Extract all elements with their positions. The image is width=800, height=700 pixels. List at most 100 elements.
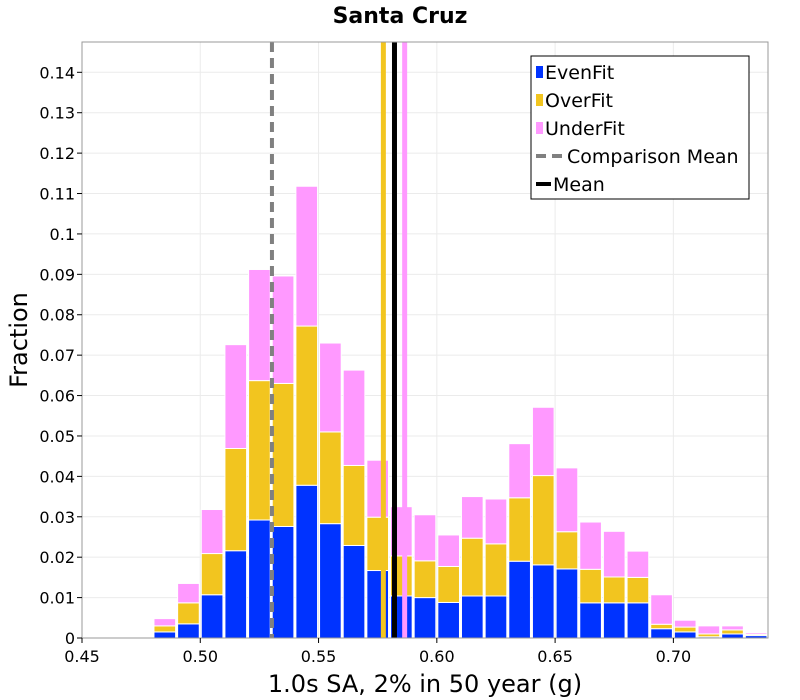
y-tick-label: 0.07 bbox=[39, 346, 75, 365]
bar-evenfit bbox=[579, 602, 602, 639]
plot-frame bbox=[81, 41, 769, 639]
y-tick-label: 0.12 bbox=[39, 144, 75, 163]
x-axis-ticks: 0.45 0.50 0.55 0.60 0.65 0.70 bbox=[64, 638, 691, 666]
bar-overfit bbox=[319, 431, 342, 525]
bar-overfit bbox=[602, 576, 626, 604]
bar-evenfit bbox=[555, 568, 579, 639]
y-tick-label: 0.14 bbox=[39, 63, 75, 82]
bar-overfit bbox=[271, 382, 295, 527]
legend-swatch-underfit bbox=[536, 122, 543, 134]
bar-underfit bbox=[224, 344, 248, 449]
bar-overfit bbox=[673, 626, 697, 633]
bar-underfit bbox=[248, 268, 271, 382]
bar-underfit bbox=[626, 550, 650, 578]
bar-underfit bbox=[673, 619, 697, 628]
bar-evenfit bbox=[248, 519, 271, 639]
bar-underfit bbox=[295, 185, 319, 327]
bar-evenfit bbox=[626, 602, 650, 639]
bar-evenfit bbox=[153, 631, 177, 639]
bar-overfit bbox=[437, 565, 460, 603]
bar-underfit bbox=[744, 632, 768, 635]
y-axis-title: Fraction bbox=[5, 292, 33, 388]
bar-overfit bbox=[224, 447, 248, 552]
bar-evenfit bbox=[650, 628, 673, 639]
bar-evenfit bbox=[460, 595, 484, 639]
legend: EvenFit OverFit UnderFit Comparison Mean Mea… bbox=[530, 55, 750, 200]
bar-overfit bbox=[555, 531, 579, 570]
bar-evenfit bbox=[271, 525, 295, 639]
x-tick-label: 0.70 bbox=[656, 647, 692, 666]
bar-underfit bbox=[437, 534, 460, 567]
bar-underfit bbox=[153, 618, 177, 627]
legend-label-underfit: UnderFit bbox=[545, 118, 625, 140]
chart-title: Santa Cruz bbox=[333, 4, 468, 29]
y-tick-label: 0.03 bbox=[39, 508, 75, 527]
bar-underfit bbox=[602, 530, 626, 578]
y-tick-label: 0 bbox=[65, 629, 75, 648]
bar-evenfit bbox=[224, 550, 248, 639]
bar-underfit bbox=[200, 509, 224, 555]
legend-label-comparison-mean: Comparison Mean bbox=[567, 146, 739, 168]
x-tick-label: 0.55 bbox=[301, 647, 337, 666]
bar-evenfit bbox=[319, 523, 342, 639]
bar-overfit bbox=[153, 625, 177, 633]
y-tick-label: 0.08 bbox=[39, 306, 75, 325]
y-tick-label: 0.09 bbox=[39, 265, 75, 284]
legend-label-evenfit: EvenFit bbox=[545, 62, 614, 84]
bar-underfit bbox=[650, 594, 673, 625]
bar-evenfit bbox=[200, 594, 224, 639]
bar-underfit bbox=[413, 514, 437, 562]
legend-swatch-evenfit bbox=[536, 66, 543, 78]
bar-overfit bbox=[626, 576, 650, 604]
bar-evenfit bbox=[413, 597, 437, 639]
y-tick-label: 0.11 bbox=[39, 185, 75, 204]
bar-underfit bbox=[271, 275, 295, 384]
y-tick-label: 0.06 bbox=[39, 387, 75, 406]
x-tick-label: 0.65 bbox=[537, 647, 573, 666]
bar-overfit bbox=[650, 623, 673, 630]
bar-overfit bbox=[177, 602, 200, 625]
bar-overfit bbox=[721, 629, 744, 635]
bar-underfit bbox=[484, 498, 508, 545]
bar-evenfit bbox=[508, 560, 531, 639]
bar-overfit bbox=[342, 464, 366, 546]
bar-underfit bbox=[342, 369, 366, 466]
bar-overfit bbox=[295, 325, 319, 486]
legend-swatch-overfit bbox=[536, 94, 543, 106]
bar-underfit bbox=[177, 582, 200, 604]
x-tick-label: 0.45 bbox=[64, 647, 100, 666]
bar-overfit bbox=[484, 543, 508, 597]
y-tick-label: 0.1 bbox=[50, 225, 75, 244]
x-tick-label: 0.60 bbox=[419, 647, 455, 666]
bar-overfit bbox=[508, 497, 531, 562]
bar-underfit bbox=[531, 406, 555, 477]
mean-lines bbox=[269, 42, 408, 638]
bar-underfit bbox=[721, 625, 744, 631]
bar-overfit bbox=[460, 537, 484, 597]
bar-overfit bbox=[531, 475, 555, 566]
bar-overfit bbox=[413, 560, 437, 599]
bar-evenfit bbox=[437, 601, 460, 639]
y-tick-label: 0.13 bbox=[39, 104, 75, 123]
bar-evenfit bbox=[177, 623, 200, 639]
legend-box bbox=[530, 55, 750, 200]
x-tick-label: 0.50 bbox=[182, 647, 218, 666]
bar-evenfit bbox=[673, 631, 697, 639]
y-axis-ticks: 0 0.01 0.02 0.03 0.04 0.05 0.06 0.07 0.08 0.09 0.1… bbox=[39, 63, 82, 648]
bar-overfit bbox=[248, 380, 271, 521]
legend-label-mean: Mean bbox=[553, 174, 605, 196]
bar-underfit bbox=[697, 625, 721, 635]
bar-evenfit bbox=[295, 484, 319, 639]
bar-underfit bbox=[508, 443, 531, 499]
y-tick-label: 0.01 bbox=[39, 589, 75, 608]
y-tick-label: 0.05 bbox=[39, 427, 75, 446]
bar-evenfit bbox=[342, 544, 366, 639]
bar-evenfit bbox=[602, 602, 626, 639]
bar-underfit bbox=[555, 467, 579, 533]
bar-overfit bbox=[200, 553, 224, 596]
y-tick-label: 0.04 bbox=[39, 467, 75, 486]
bar-underfit bbox=[460, 496, 484, 539]
histogram-bars bbox=[153, 185, 768, 639]
bar-overfit bbox=[579, 568, 602, 604]
